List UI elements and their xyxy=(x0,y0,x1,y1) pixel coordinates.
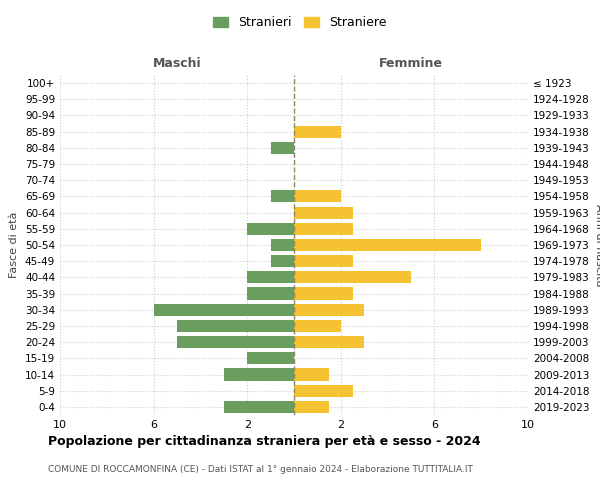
Bar xyxy=(271,239,294,251)
Bar xyxy=(294,272,411,283)
Text: Popolazione per cittadinanza straniera per età e sesso - 2024: Popolazione per cittadinanza straniera p… xyxy=(48,435,481,448)
Bar xyxy=(247,352,294,364)
Bar xyxy=(294,190,341,202)
Bar xyxy=(247,288,294,300)
Bar xyxy=(224,368,294,380)
Bar xyxy=(294,304,364,316)
Bar xyxy=(294,222,353,235)
Bar xyxy=(177,336,294,348)
Legend: Stranieri, Straniere: Stranieri, Straniere xyxy=(208,11,392,34)
Bar xyxy=(271,142,294,154)
Text: Femmine: Femmine xyxy=(379,57,443,70)
Bar xyxy=(294,239,481,251)
Bar xyxy=(294,336,364,348)
Y-axis label: Anni di nascita: Anni di nascita xyxy=(593,204,600,286)
Bar xyxy=(177,320,294,332)
Bar xyxy=(154,304,294,316)
Bar xyxy=(271,255,294,268)
Bar xyxy=(224,401,294,413)
Bar xyxy=(294,368,329,380)
Bar xyxy=(294,384,353,397)
Bar xyxy=(294,255,353,268)
Bar xyxy=(247,272,294,283)
Bar xyxy=(247,222,294,235)
Bar xyxy=(294,320,341,332)
Text: Maschi: Maschi xyxy=(152,57,202,70)
Text: COMUNE DI ROCCAMONFINA (CE) - Dati ISTAT al 1° gennaio 2024 - Elaborazione TUTTI: COMUNE DI ROCCAMONFINA (CE) - Dati ISTAT… xyxy=(48,465,473,474)
Bar xyxy=(271,190,294,202)
Bar xyxy=(294,206,353,218)
Y-axis label: Fasce di età: Fasce di età xyxy=(10,212,19,278)
Bar xyxy=(294,401,329,413)
Bar xyxy=(294,126,341,138)
Bar xyxy=(294,288,353,300)
